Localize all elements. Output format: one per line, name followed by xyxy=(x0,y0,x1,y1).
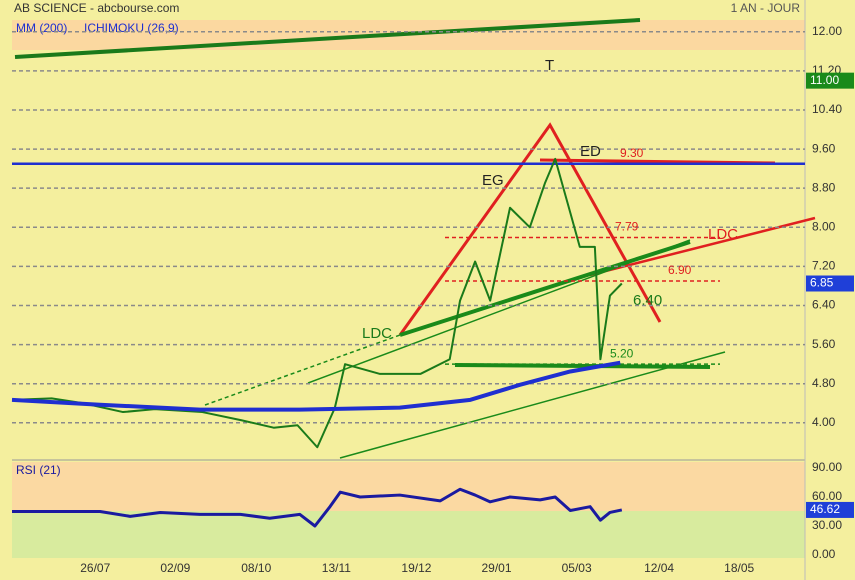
y-tick-label: 7.20 xyxy=(812,259,836,273)
level-label: 5.20 xyxy=(610,346,634,360)
y-tick-label: 90.00 xyxy=(812,460,842,474)
level-label: 9.30 xyxy=(620,146,644,160)
rsi-lower-zone xyxy=(12,511,805,558)
rsi-upper-zone xyxy=(12,462,805,511)
annotation: EG xyxy=(482,172,504,189)
value-box-label: 6.85 xyxy=(810,276,834,290)
y-tick-label: 4.80 xyxy=(812,376,836,390)
y-tick-label: 10.40 xyxy=(812,102,842,116)
legend-mm: MM (200) xyxy=(16,21,67,35)
y-tick-label: 6.40 xyxy=(812,298,836,312)
annotation: LDC xyxy=(708,226,738,243)
rsi-title: RSI (21) xyxy=(16,463,61,477)
x-tick-label: 29/01 xyxy=(482,561,512,575)
x-tick-label: 05/03 xyxy=(562,561,592,575)
period: 1 AN - JOUR xyxy=(731,1,801,15)
legend-ichimoku: ICHIMOKU (26,9) xyxy=(84,21,179,35)
y-tick-label: 12.00 xyxy=(812,24,842,38)
annotation: T xyxy=(545,57,554,74)
x-tick-label: 12/04 xyxy=(644,561,674,575)
x-tick-label: 18/05 xyxy=(724,561,754,575)
annotation: LDC xyxy=(362,325,392,342)
level-label: 6.90 xyxy=(668,263,692,277)
y-tick-label: 8.00 xyxy=(812,219,836,233)
y-tick-label: 60.00 xyxy=(812,489,842,503)
annotation: 6.40 xyxy=(633,292,662,309)
title: AB SCIENCE - abcbourse.com xyxy=(14,1,179,15)
x-tick-label: 13/11 xyxy=(322,561,351,575)
x-tick-label: 02/09 xyxy=(160,561,190,575)
level-label: 7.79 xyxy=(615,220,639,234)
x-tick-label: 19/12 xyxy=(401,561,431,575)
value-box-label: 46.62 xyxy=(810,502,840,516)
y-tick-label: 9.60 xyxy=(812,141,836,155)
y-tick-label: 5.60 xyxy=(812,337,836,351)
value-box xyxy=(806,501,854,518)
value-box xyxy=(806,72,854,89)
y-tick-label: 30.00 xyxy=(812,518,842,532)
y-tick-label: 8.80 xyxy=(812,180,836,194)
value-box-label: 11.00 xyxy=(810,73,839,87)
y-tick-label: 4.00 xyxy=(812,415,836,429)
series-line xyxy=(11,157,623,449)
annotation: ED xyxy=(580,143,601,160)
x-tick-label: 08/10 xyxy=(241,561,271,575)
x-tick-label: 26/07 xyxy=(80,561,110,575)
series-line xyxy=(11,360,621,412)
value-box xyxy=(806,275,854,292)
trendlines xyxy=(14,18,816,459)
series-line xyxy=(12,487,623,528)
y-tick-label: 0.00 xyxy=(812,547,836,561)
